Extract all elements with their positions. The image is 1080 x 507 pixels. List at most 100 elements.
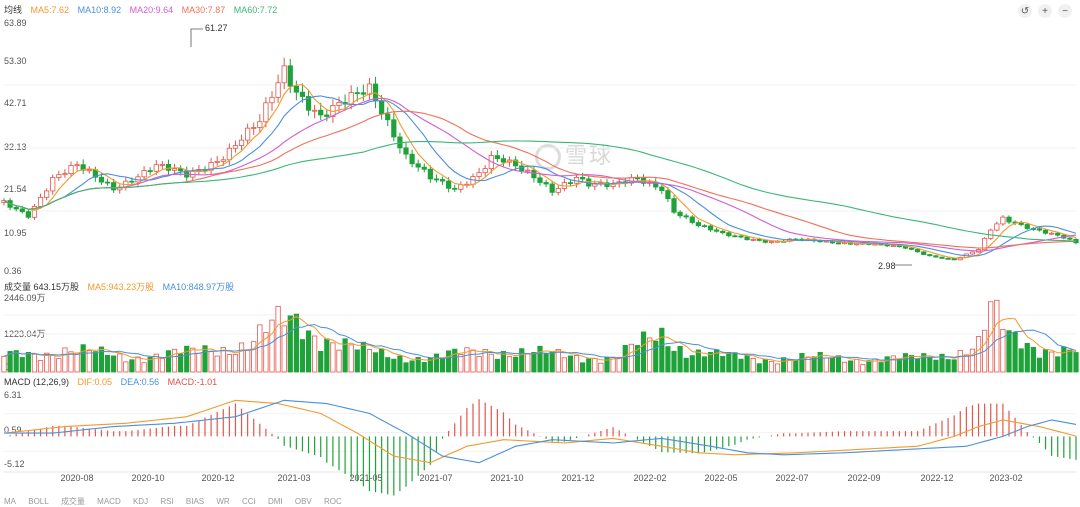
x-tick: 2020-12 [201, 473, 235, 483]
volume-bar [336, 349, 342, 373]
volume-bar [257, 324, 263, 373]
candle-body [951, 258, 957, 261]
volume-bar [726, 352, 732, 373]
volume-bar [208, 351, 214, 373]
volume-bar [915, 358, 921, 373]
x-tick: 2021-07 [419, 473, 453, 483]
candle-body [251, 127, 257, 129]
candle-body [945, 257, 951, 260]
zoom-in-icon[interactable]: + [1038, 4, 1052, 18]
volume-bar [433, 353, 440, 373]
candle-body [111, 182, 117, 191]
volume-bar [238, 342, 245, 373]
candle-body [744, 236, 750, 241]
volume-ma10-line [3, 324, 1077, 361]
volume-bar [848, 360, 854, 373]
candle-body [62, 173, 68, 176]
candle-body [543, 182, 549, 185]
volume-bar [385, 357, 391, 373]
candle-body [68, 165, 74, 174]
x-tick: 2021-10 [490, 473, 524, 483]
candle-body [104, 181, 111, 184]
candle-body [403, 147, 409, 155]
candle-body [701, 225, 708, 228]
x-tick: 2022-12 [920, 473, 954, 483]
volume-bar [963, 354, 969, 373]
volume-bar [1042, 349, 1049, 373]
x-tick: 2022-09 [847, 473, 881, 483]
candle-body [756, 239, 762, 241]
candle-body [245, 127, 251, 141]
volume-bar [342, 338, 348, 373]
volume-bar [13, 350, 19, 373]
volume-bar [98, 346, 105, 373]
volume-bar [92, 351, 98, 373]
volume-bar [196, 352, 202, 373]
candle-body [452, 187, 458, 190]
volume-bar [787, 359, 793, 373]
candle-body [439, 179, 446, 182]
candle-body [281, 65, 287, 84]
volume-label: 成交量 643.15万股 [4, 282, 80, 292]
volume-bar [811, 356, 817, 373]
volume-bar [403, 362, 409, 373]
volume-bar [951, 359, 957, 373]
volume-bar [671, 350, 677, 373]
candle-body [939, 256, 945, 259]
candle-body [1067, 237, 1073, 240]
volume-bar [1024, 342, 1030, 373]
candle-body [37, 196, 44, 207]
candle-body [226, 147, 232, 161]
volume-bar [854, 358, 860, 373]
candle-body [969, 251, 976, 255]
volume-bar [318, 350, 324, 373]
volume-bar [860, 364, 866, 373]
candle-body [178, 168, 184, 172]
price-tick: 63.89 [4, 18, 27, 28]
candle-body [257, 121, 263, 128]
volume-bar [488, 353, 494, 373]
volume-bar [1018, 348, 1024, 373]
candle-body [379, 100, 385, 115]
volume-bar [123, 361, 129, 373]
volume-bar [823, 357, 829, 373]
macd-dea: DEA:0.56 [120, 377, 160, 387]
zoom-out-icon[interactable]: − [1058, 4, 1072, 18]
volume-bar [817, 351, 823, 373]
candle-body [854, 243, 860, 246]
volume-bar [549, 351, 555, 373]
volume-bar [543, 352, 549, 373]
volume-bar [153, 353, 159, 373]
volume-bar [1067, 349, 1073, 373]
candle-body [921, 251, 927, 255]
candle-body [171, 168, 178, 171]
candle-body [25, 211, 31, 218]
volume-bar [647, 337, 653, 373]
reset-icon[interactable]: ↺ [1018, 4, 1032, 18]
volume-bar [969, 348, 976, 373]
macd-tick: -5.12 [4, 459, 25, 469]
volume-bar [1, 355, 7, 373]
legend-ma60: MA60:7.72 [233, 5, 278, 15]
volume-bar [628, 343, 634, 373]
volume-bar [446, 350, 452, 373]
volume-bar [312, 335, 318, 373]
candle-body [994, 223, 1000, 231]
candle-body [409, 153, 415, 165]
volume-bar [50, 355, 56, 373]
price-tick: 53.30 [4, 56, 27, 66]
volume-bar [573, 355, 580, 373]
volume-bar [245, 349, 251, 373]
volume-bar [269, 319, 275, 373]
volume-bar [622, 345, 628, 373]
volume-ma5-line [3, 315, 1077, 363]
candle-body [549, 183, 555, 193]
volume-bar [129, 359, 135, 373]
volume-bar [1000, 329, 1006, 373]
volume-bar [677, 346, 683, 373]
volume-bar [62, 347, 68, 373]
volume-bar [665, 346, 671, 373]
candle-body [415, 163, 421, 168]
price-tick: 10.95 [4, 228, 27, 238]
